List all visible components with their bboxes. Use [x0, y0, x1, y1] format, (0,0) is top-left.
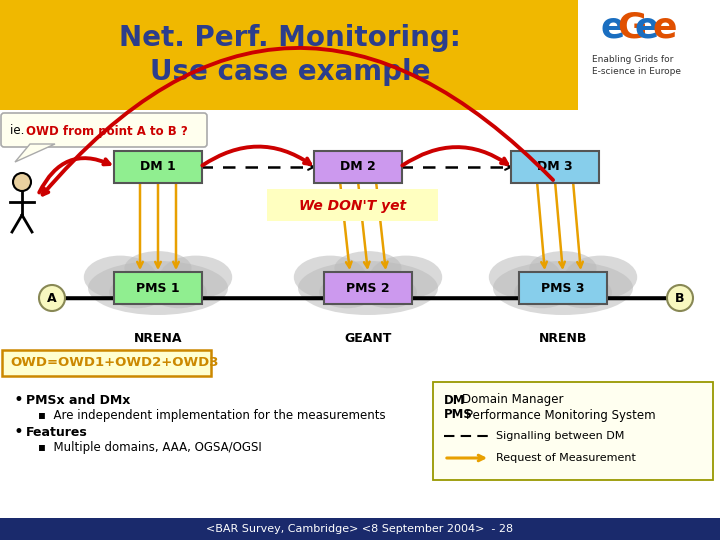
Ellipse shape [159, 255, 232, 299]
FancyBboxPatch shape [314, 151, 402, 183]
Text: DM: DM [444, 394, 466, 407]
Ellipse shape [294, 255, 366, 299]
Ellipse shape [514, 276, 570, 308]
Polygon shape [15, 144, 55, 162]
Ellipse shape [361, 276, 417, 308]
FancyBboxPatch shape [2, 350, 211, 376]
Ellipse shape [109, 276, 165, 308]
Text: Performance Monitoring System: Performance Monitoring System [466, 408, 656, 422]
Ellipse shape [125, 251, 192, 285]
Text: NRENB: NRENB [539, 332, 588, 345]
Text: PMS 1: PMS 1 [136, 281, 180, 294]
Text: Signalling between DM: Signalling between DM [496, 431, 624, 441]
Ellipse shape [84, 255, 157, 299]
Text: DM 3: DM 3 [537, 160, 573, 173]
Text: G: G [617, 11, 647, 45]
Text: A: A [48, 292, 57, 305]
Circle shape [39, 285, 65, 311]
Text: We DON'T yet: We DON'T yet [300, 199, 407, 213]
FancyBboxPatch shape [511, 151, 599, 183]
Text: •: • [14, 391, 24, 409]
Text: PMS 3: PMS 3 [541, 281, 585, 294]
Text: DM 1: DM 1 [140, 160, 176, 173]
Text: ▪  Multiple domains, AAA, OGSA/OGSI: ▪ Multiple domains, AAA, OGSA/OGSI [38, 442, 262, 455]
Text: Features: Features [26, 426, 88, 438]
Text: ie.: ie. [10, 125, 28, 138]
FancyBboxPatch shape [0, 0, 720, 110]
Ellipse shape [369, 255, 442, 299]
Ellipse shape [319, 276, 375, 308]
Text: Net. Perf. Monitoring:: Net. Perf. Monitoring: [119, 24, 461, 52]
Ellipse shape [151, 276, 207, 308]
FancyBboxPatch shape [267, 189, 438, 221]
Text: •: • [14, 423, 24, 441]
Ellipse shape [88, 261, 228, 315]
FancyBboxPatch shape [519, 272, 607, 304]
Ellipse shape [334, 251, 402, 285]
Text: PMSx and DMx: PMSx and DMx [26, 394, 130, 407]
Ellipse shape [298, 261, 438, 315]
Text: ▪  Are independent implementation for the measurements: ▪ Are independent implementation for the… [38, 409, 386, 422]
Text: E-science in Europe: E-science in Europe [592, 67, 681, 76]
Text: Enabling Grids for: Enabling Grids for [592, 55, 673, 64]
FancyBboxPatch shape [0, 518, 720, 540]
Text: PMS 2: PMS 2 [346, 281, 390, 294]
Text: OWD from point A to B ?: OWD from point A to B ? [26, 125, 188, 138]
Text: Use case example: Use case example [150, 58, 431, 86]
FancyBboxPatch shape [114, 272, 202, 304]
Circle shape [13, 173, 31, 191]
Text: DM 2: DM 2 [340, 160, 376, 173]
Text: e: e [635, 11, 660, 45]
FancyBboxPatch shape [114, 151, 202, 183]
Text: OWD=OWD1+OWD2+OWD3: OWD=OWD1+OWD2+OWD3 [10, 356, 218, 369]
FancyBboxPatch shape [578, 0, 720, 110]
Text: PMS: PMS [444, 408, 473, 422]
Text: Request of Measurement: Request of Measurement [496, 453, 636, 463]
Ellipse shape [529, 251, 597, 285]
Circle shape [667, 285, 693, 311]
FancyBboxPatch shape [324, 272, 412, 304]
Ellipse shape [489, 255, 562, 299]
Ellipse shape [493, 261, 633, 315]
FancyBboxPatch shape [433, 382, 713, 480]
FancyBboxPatch shape [1, 113, 207, 147]
Ellipse shape [556, 276, 612, 308]
Text: B: B [675, 292, 685, 305]
Text: <BAR Survey, Cambridge> <8 September 2004>  - 28: <BAR Survey, Cambridge> <8 September 200… [207, 524, 513, 534]
Text: NRENA: NRENA [134, 332, 182, 345]
Text: Domain Manager: Domain Manager [462, 394, 564, 407]
Text: e: e [652, 11, 677, 45]
Ellipse shape [564, 255, 637, 299]
Text: GEANT: GEANT [344, 332, 392, 345]
Text: e: e [600, 11, 624, 45]
